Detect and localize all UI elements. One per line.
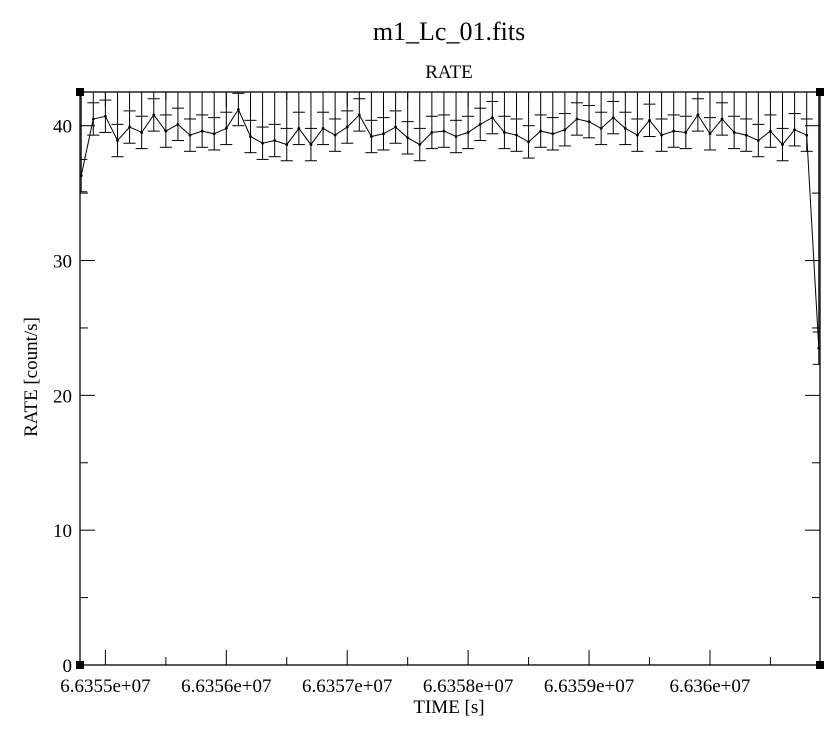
data-point — [672, 129, 676, 133]
data-point — [648, 118, 651, 122]
x-tick-label: 6.6359e+07 — [544, 676, 634, 697]
data-point — [382, 132, 385, 136]
error-bars — [80, 92, 820, 365]
data-point — [611, 116, 615, 120]
corner-handle — [76, 88, 84, 96]
data-point — [454, 135, 458, 138]
rate-line — [80, 108, 820, 349]
data-point — [660, 133, 664, 137]
data-point — [91, 117, 95, 121]
data-point — [478, 122, 482, 126]
chart-subtitle: RATE — [425, 62, 473, 83]
x-tick-label: 6.6358e+07 — [423, 676, 513, 697]
data-point — [188, 133, 192, 137]
data-point — [720, 117, 724, 121]
data-point — [684, 131, 688, 134]
data-point — [406, 136, 410, 140]
y-tick-label: 20 — [53, 386, 72, 407]
y-tick-label: 10 — [53, 521, 72, 542]
y-tick-label: 0 — [63, 656, 73, 677]
data-point — [297, 127, 301, 130]
data-point — [515, 133, 518, 137]
y-axis-label: RATE [count/s] — [21, 317, 42, 437]
data-point — [587, 120, 591, 124]
data-point — [273, 139, 277, 142]
data-point — [200, 129, 204, 133]
data-point — [708, 132, 712, 136]
data-point — [394, 125, 397, 129]
data-point — [793, 128, 797, 132]
data-point — [732, 131, 736, 134]
data-point — [224, 127, 228, 130]
data-point — [769, 129, 772, 133]
data-point — [430, 131, 434, 134]
corner-handle — [76, 661, 84, 669]
data-point — [370, 135, 373, 138]
tick-labels: 6.6355e+07 6.6356e+07 6.6357e+07 6.6358e+07… — [53, 117, 750, 697]
corner-handle — [816, 88, 824, 96]
data-point — [418, 143, 422, 146]
x-axis-label: TIME [s] — [413, 697, 484, 718]
data-point — [128, 125, 131, 129]
data-point — [321, 127, 325, 130]
data-point — [551, 132, 555, 136]
x-tick-label: 6.6356e+07 — [181, 676, 271, 697]
data-point — [116, 139, 119, 142]
data-point — [103, 114, 107, 118]
x-tick-label: 6.636e+07 — [670, 676, 751, 697]
y-tick-label: 40 — [53, 117, 72, 138]
data-point — [575, 117, 579, 121]
data-point — [563, 128, 567, 132]
data-point — [503, 131, 506, 134]
data-point — [357, 113, 361, 117]
data-point — [152, 113, 156, 117]
corner-handle — [816, 661, 824, 669]
y-tick-label: 30 — [53, 252, 72, 273]
plot-frame — [79, 91, 821, 666]
corner-handles — [76, 88, 824, 669]
data-point — [176, 122, 180, 126]
data-point — [599, 127, 603, 130]
data-point — [744, 133, 748, 137]
data-point — [140, 131, 144, 134]
data-point — [249, 135, 252, 138]
data-point — [781, 143, 784, 146]
data-point — [696, 113, 700, 117]
data-point — [345, 125, 349, 129]
data-point — [527, 140, 530, 144]
data-point — [333, 133, 337, 137]
data-point — [805, 133, 809, 137]
data-point — [212, 132, 216, 136]
data-point — [442, 129, 446, 133]
data-series — [79, 108, 821, 350]
chart-title: m1_Lc_01.fits — [373, 17, 525, 46]
data-point — [309, 143, 313, 146]
data-point — [261, 141, 264, 145]
x-tick-label: 6.6357e+07 — [302, 676, 392, 697]
data-point — [539, 129, 543, 133]
data-point — [285, 143, 289, 146]
data-point — [756, 139, 760, 142]
data-point — [636, 133, 639, 137]
data-point — [466, 131, 470, 134]
x-tick-label: 6.6355e+07 — [60, 676, 150, 697]
data-point — [164, 129, 168, 133]
data-point — [236, 108, 240, 111]
data-point — [623, 127, 627, 130]
axis-ticks — [80, 92, 820, 666]
data-point — [490, 116, 494, 120]
